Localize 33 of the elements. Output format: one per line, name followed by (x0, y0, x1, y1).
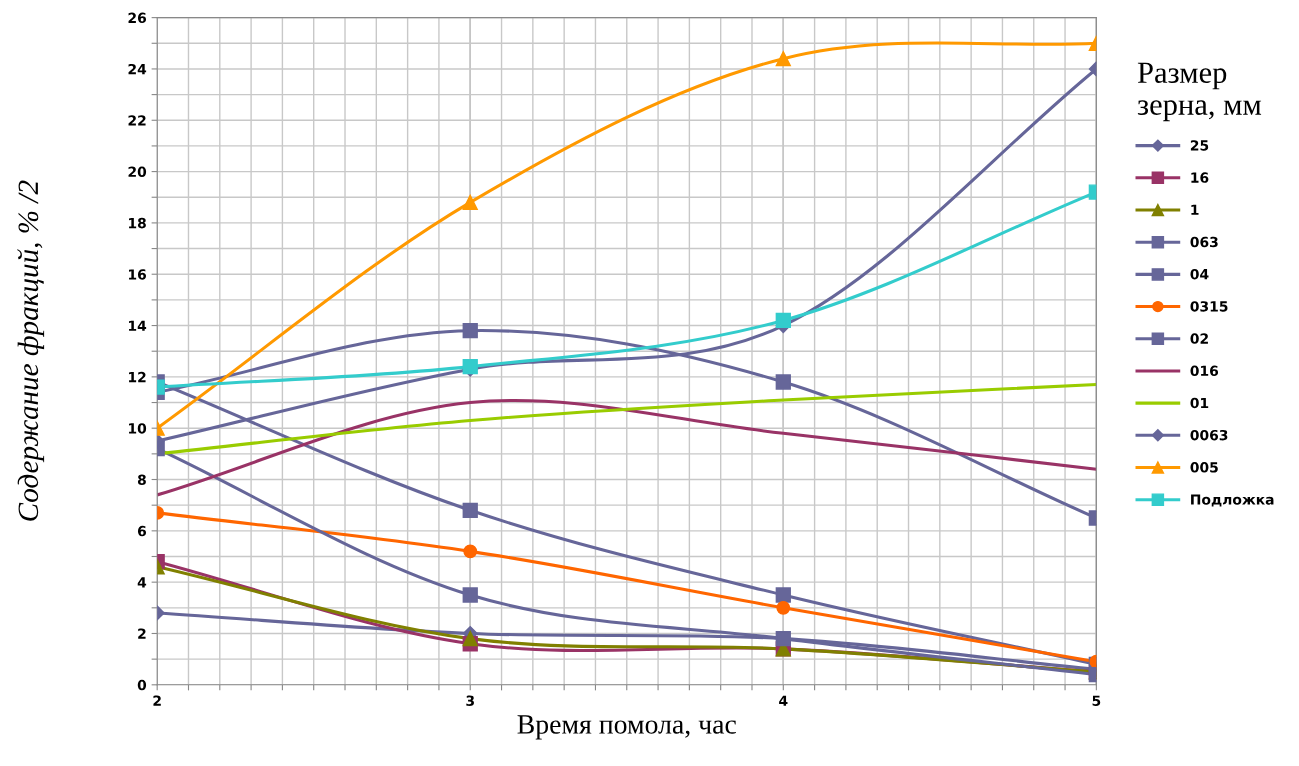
legend-title: Размер зерна, мм (1137, 62, 1262, 122)
y-tick-label: 26 (128, 12, 147, 24)
y-tick-label: 14 (129, 320, 147, 331)
y-tick-label: 24 (128, 63, 147, 75)
x-tick-label: 4 (779, 695, 788, 706)
x-axis-title: Время помола, час (517, 715, 736, 740)
x-tick-label: 3 (466, 695, 474, 706)
y-tick-label: 6 (137, 525, 147, 537)
y-tick-label: 12 (129, 371, 146, 383)
y-axis-title: Содержание фракций, % /2 (17, 180, 45, 521)
y-tick-label: 18 (129, 217, 146, 229)
y-tick-label: 10 (129, 423, 147, 434)
y-tick-label: 2 (138, 628, 146, 639)
legend-label: 005 (1190, 462, 1218, 473)
legend-label: Подложка (1191, 494, 1274, 507)
legend-label: 01 (1190, 397, 1209, 409)
legend-label: 1 (1191, 204, 1199, 215)
legend-label: 02 (1190, 333, 1208, 344)
legend-label: 0315 (1190, 301, 1228, 312)
y-tick-label: 22 (128, 115, 146, 126)
y-tick-label: 20 (128, 166, 147, 178)
legend-label: 016 (1190, 365, 1219, 377)
x-tick-label: 2 (153, 695, 161, 706)
legend-label: 25 (1190, 140, 1209, 151)
legend-label: 063 (1190, 236, 1218, 248)
y-tick-label: 4 (137, 577, 147, 588)
x-tick-label: 5 (1092, 695, 1101, 706)
y-tick-label: 8 (137, 474, 146, 485)
y-tick-label: 0 (137, 679, 147, 691)
legend-label: 16 (1191, 172, 1209, 183)
y-tick-label: 16 (129, 269, 147, 280)
legend-label: 0063 (1190, 429, 1228, 441)
legend-label: 04 (1190, 268, 1209, 280)
